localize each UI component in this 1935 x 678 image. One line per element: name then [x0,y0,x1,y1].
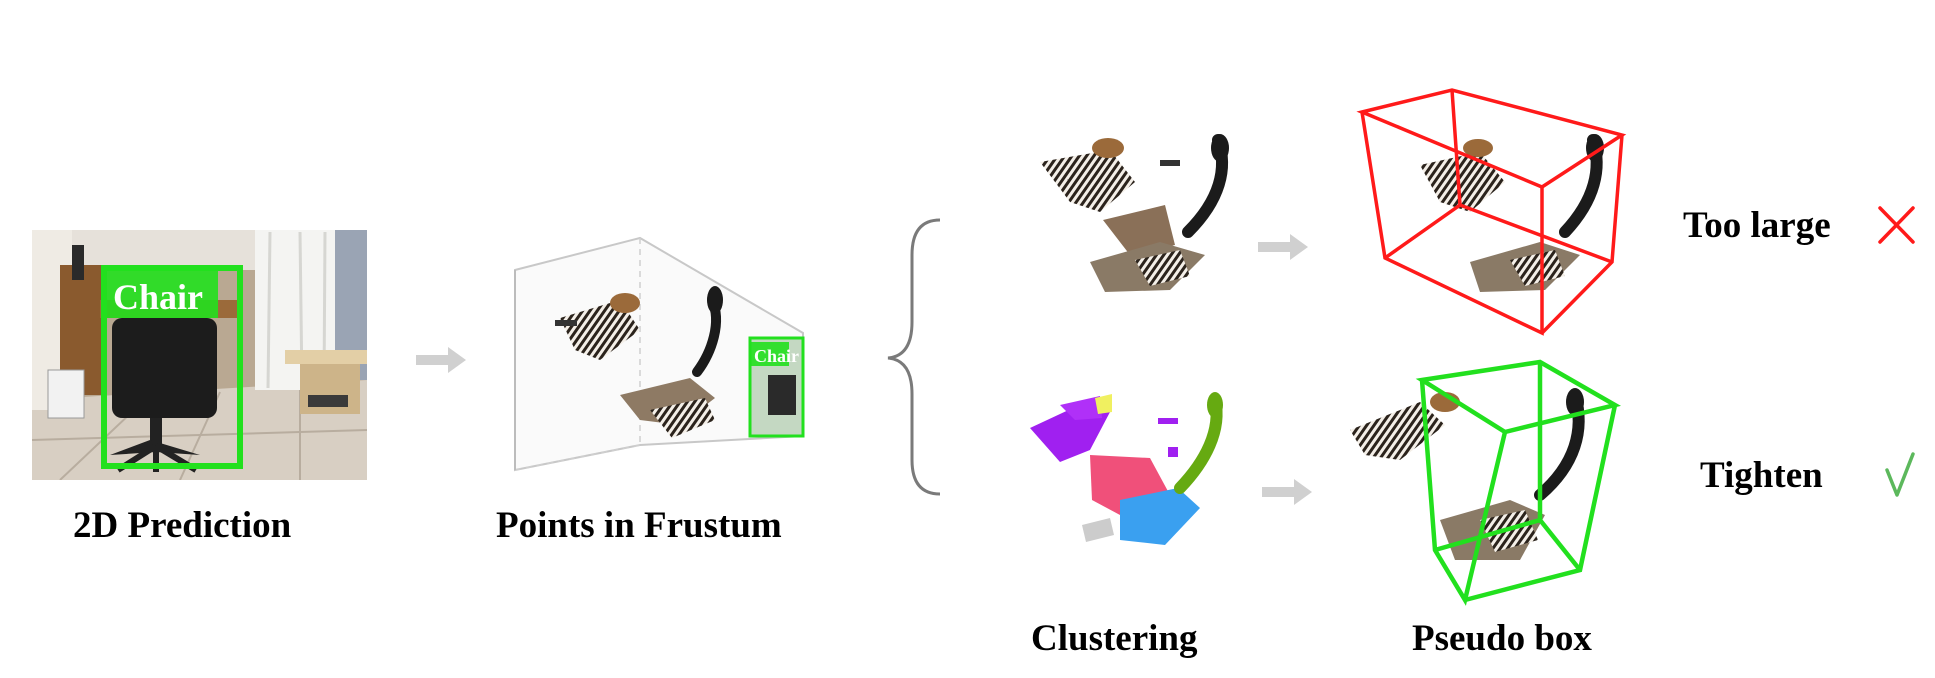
raw-point-cloud [1040,134,1229,292]
result-tighten: Tighten [1700,455,1823,496]
detection-bbox [101,265,243,469]
caption-points-in-frustum: Points in Frustum [496,505,782,546]
cross-icon [1878,206,1915,244]
prediction-photo: Chair [32,230,367,480]
caption-pseudo-box: Pseudo box [1412,618,1592,659]
split-brace [887,218,941,496]
pseudo-box-tight [1350,359,1621,606]
frustum-view: Chair [514,236,805,472]
arrow-icon [1258,234,1308,260]
arrow-icon [1262,479,1312,505]
result-too-large: Too large [1683,205,1831,246]
caption-2d-prediction: 2D Prediction [73,505,292,546]
caption-clustering: Clustering [1031,618,1198,659]
detection-label: Chair [113,277,203,317]
frustum-detection-label: Chair [754,346,799,366]
arrow-icon [416,347,466,373]
check-icon [1885,452,1915,497]
clustered-point-cloud [1030,392,1223,545]
pseudo-box-too-large [1356,88,1627,336]
